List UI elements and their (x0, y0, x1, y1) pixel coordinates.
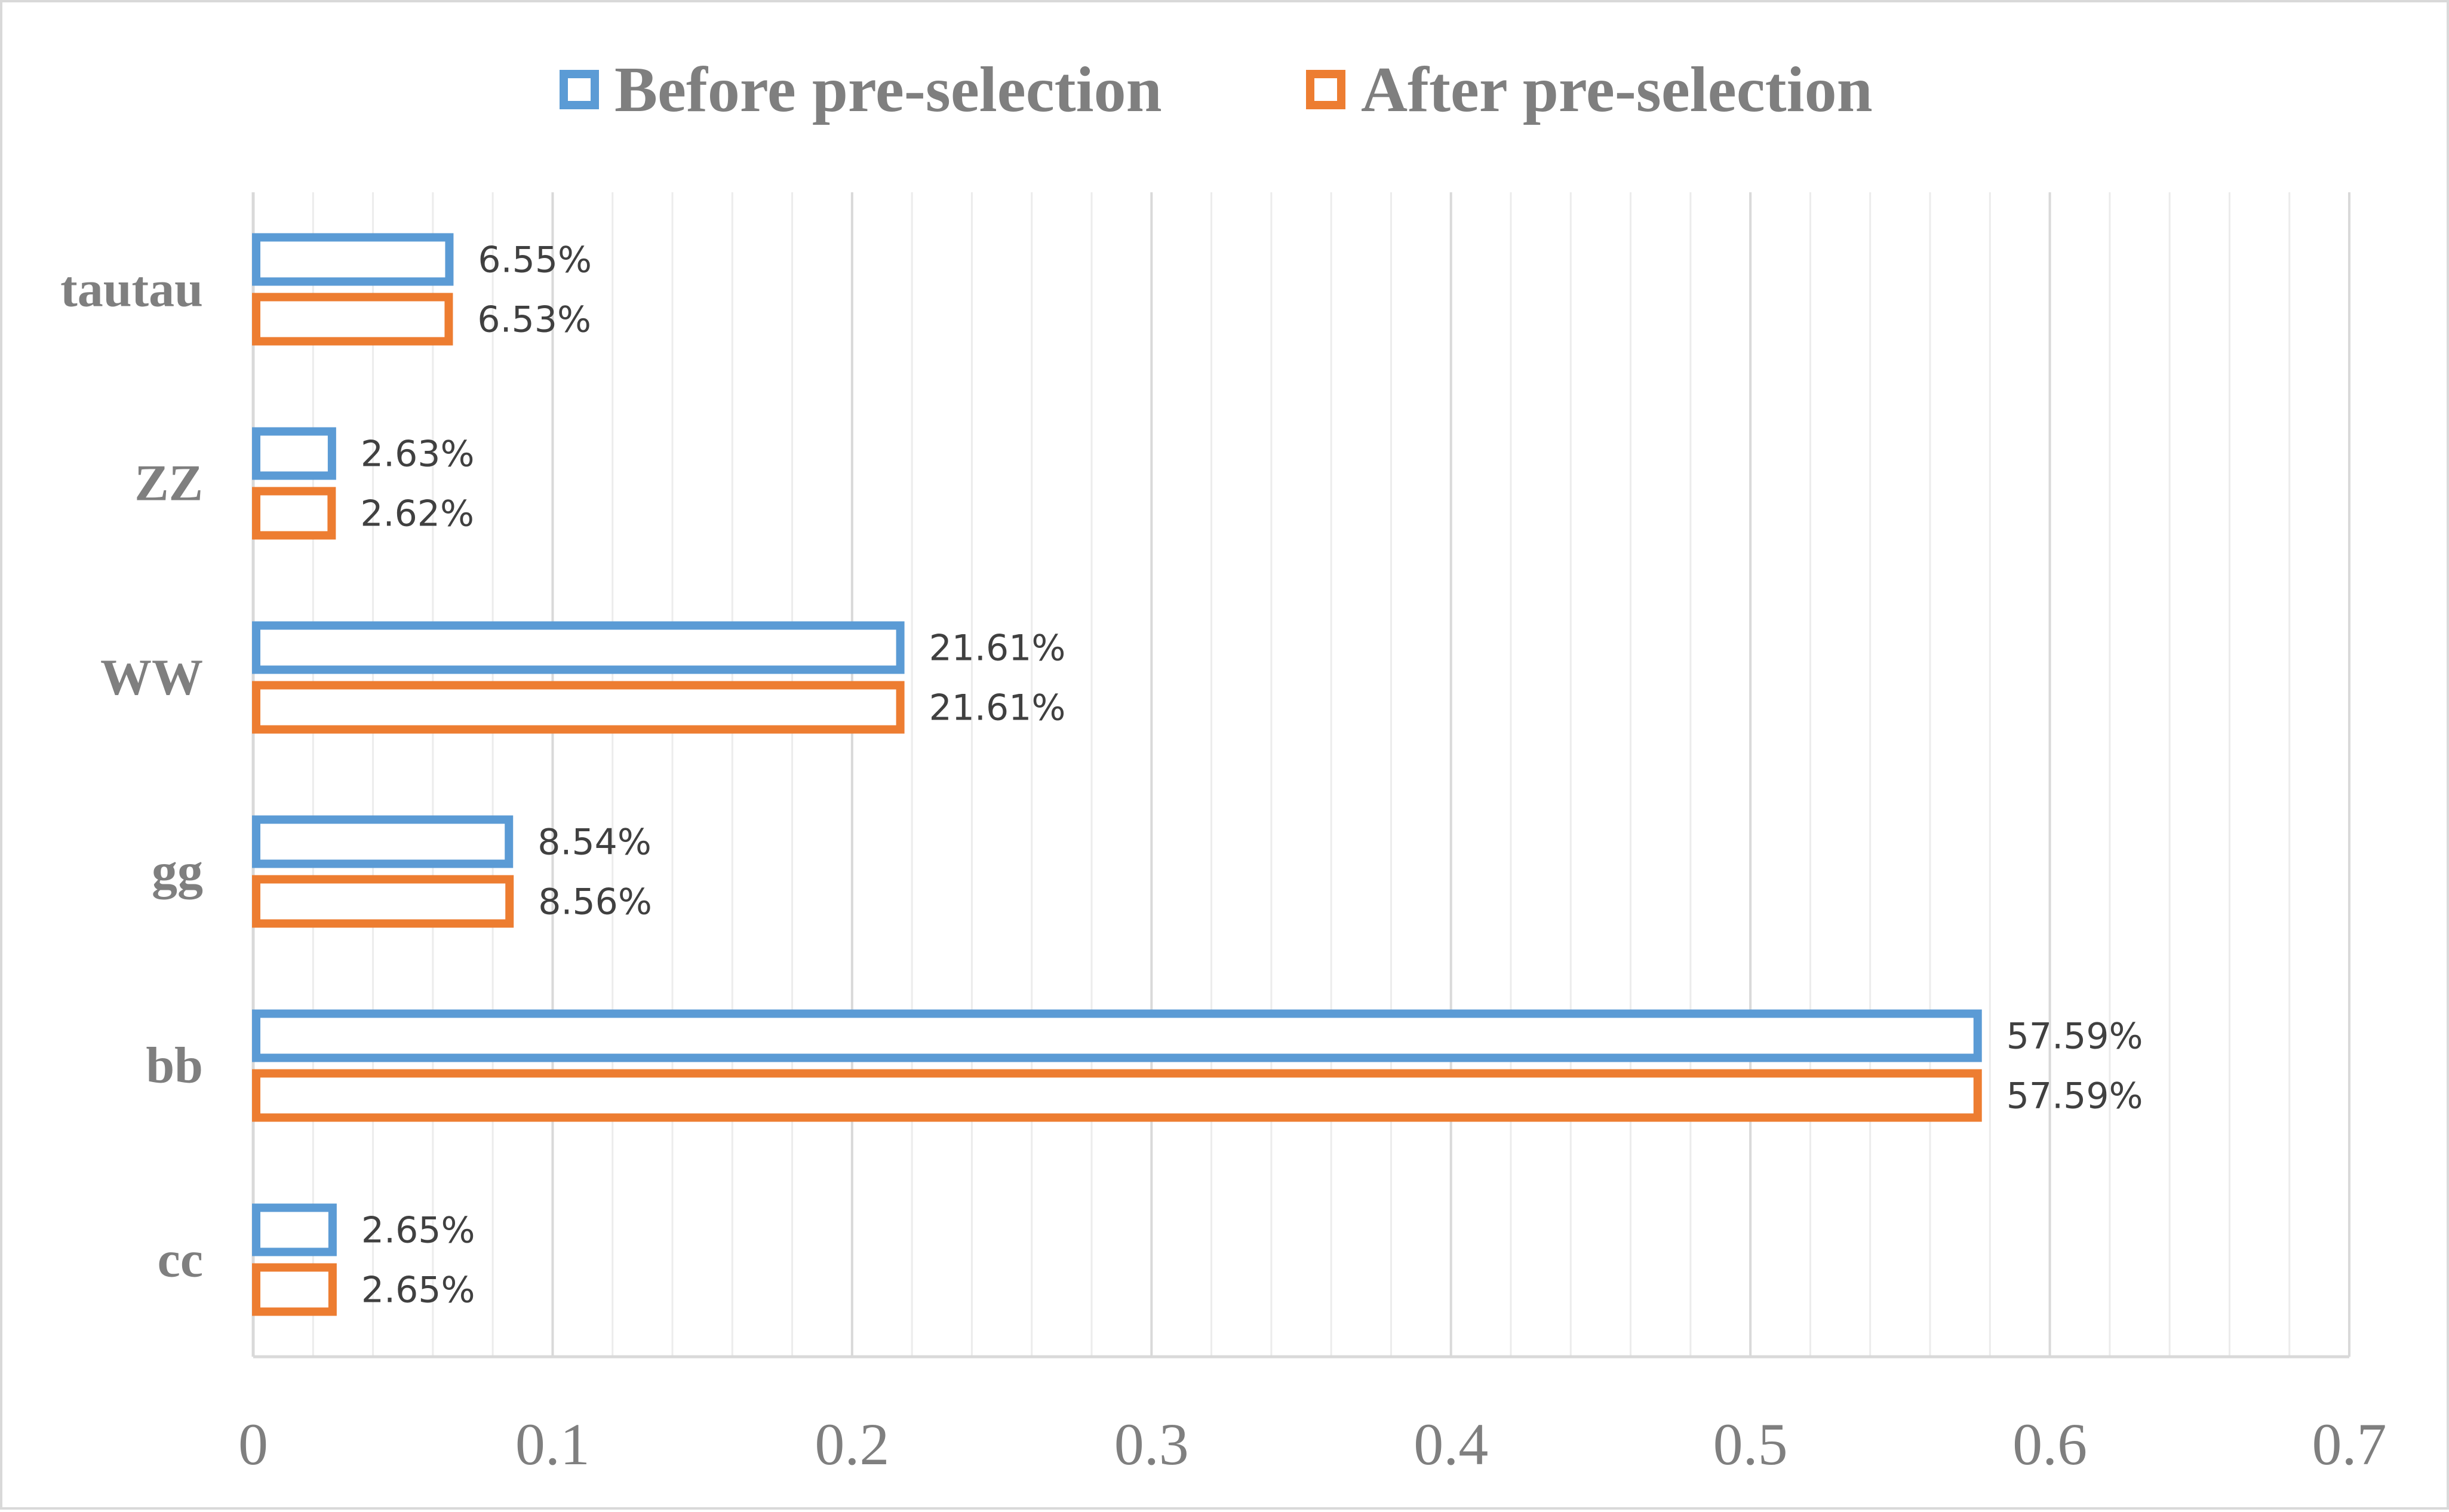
data-label: 8.56% (538, 881, 652, 923)
category-label: cc (158, 1231, 203, 1288)
axes: 0 0.1 0.2 0.3 0.4 0.5 0.6 0.7 tautau ZZ WW gg bb cc (60, 192, 2387, 1477)
data-label: 2.62% (360, 493, 474, 535)
data-label: 8.54% (537, 822, 652, 863)
gridlines (312, 192, 2350, 1357)
data-label: 21.61% (929, 687, 1066, 729)
category-label: WW (100, 649, 203, 706)
category-label: bb (146, 1037, 203, 1094)
x-tick-label: 0 (238, 1411, 268, 1477)
data-label: 6.55% (478, 239, 592, 281)
bar (252, 233, 454, 286)
x-tick-label: 0.3 (1114, 1411, 1189, 1477)
legend-swatch (560, 70, 599, 109)
bars (252, 233, 1982, 1316)
legend-label: Before pre-selection (614, 54, 1162, 125)
bar (252, 1203, 337, 1256)
bar (252, 875, 514, 928)
x-tick-label: 0.1 (515, 1411, 590, 1477)
data-label: 57.59% (2006, 1075, 2143, 1117)
bar (252, 621, 905, 674)
category-label: ZZ (134, 454, 203, 512)
x-tick-label: 0.4 (1414, 1411, 1488, 1477)
bar (252, 815, 514, 868)
category-label: tautau (60, 260, 203, 318)
legend-swatch (1306, 70, 1345, 109)
bar (252, 427, 336, 480)
category-label: gg (152, 843, 203, 900)
bar (252, 1009, 1982, 1062)
data-label: 6.53% (477, 299, 591, 341)
bar (252, 681, 905, 734)
x-tick-label: 0.6 (2012, 1411, 2087, 1477)
x-tick-label: 0.2 (815, 1411, 889, 1477)
bar (252, 1069, 1982, 1122)
data-label: 2.63% (361, 434, 475, 475)
legend: Before pre-selection After pre-selection (560, 54, 1873, 125)
x-tick-label: 0.5 (1713, 1411, 1788, 1477)
legend-label: After pre-selection (1361, 54, 1873, 125)
data-labels: 6.55% 6.53% 2.63% 2.62% 21.61% 21.61% 8.54% 8.5… (360, 239, 2143, 1311)
data-label: 2.65% (361, 1210, 475, 1252)
bar (252, 487, 336, 540)
data-label: 2.65% (361, 1270, 475, 1311)
data-label: 21.61% (929, 628, 1066, 669)
x-tick-label: 0.7 (2312, 1411, 2387, 1477)
bar (252, 1263, 337, 1316)
data-label: 57.59% (2006, 1016, 2143, 1058)
bar (252, 293, 453, 346)
